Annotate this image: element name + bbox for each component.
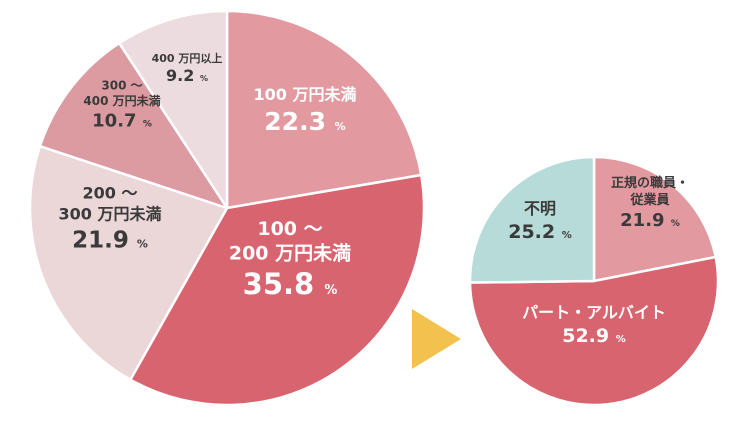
slice-label: 100 万円未満 (254, 85, 357, 104)
data-label: 35.8 % (243, 267, 338, 301)
slice-label-group: 300 〜400 万円未満 10.7 % (83, 78, 160, 131)
slice-label: 200 〜 (83, 184, 138, 203)
slice-label: 300 〜 (101, 78, 142, 92)
pie-slice (468, 155, 596, 284)
arrow-right-icon (412, 309, 461, 369)
slice-label: 従業員 (629, 192, 669, 208)
slice-label-group: 100 万円未満 22.3 % (254, 85, 357, 136)
slice-label: 300 万円未満 (59, 205, 162, 224)
slice-label: パート・アルバイト (522, 303, 666, 322)
data-label: 9.2 % (166, 66, 208, 85)
slice-label: 400 万円未満 (83, 93, 160, 108)
slice-label: 正規の職員・ (611, 175, 689, 191)
slice-label-group: 200 〜 300 万円未満 21.9 % (59, 184, 162, 254)
pie-slice (118, 9, 229, 210)
data-label: 25.2 % (508, 221, 572, 243)
data-label: 10.7 % (92, 111, 152, 132)
pie-slice (28, 144, 229, 381)
slice-label: 400 万円以上 (152, 51, 223, 65)
slice-label: 100 〜 (257, 218, 322, 240)
pie-slice (592, 155, 717, 283)
slice-label: 200 万円未満 (229, 242, 351, 265)
slice-label: 不明 (524, 199, 556, 218)
data-label: 52.9 % (562, 325, 626, 347)
data-label: 22.3 % (264, 107, 345, 136)
pie-slice (129, 173, 426, 407)
pie-slice (38, 41, 229, 210)
slice-label-group: 不明 25.2 % (508, 199, 572, 243)
pie-slice (225, 9, 423, 210)
pie-slice (468, 255, 720, 407)
slice-label-group: パート・アルバイト 52.9 % (522, 303, 666, 347)
data-label: 21.9 % (72, 227, 148, 253)
slice-label-group: 正規の職員・従業員 21.9 % (611, 175, 689, 231)
pie-chart-2: 正規の職員・従業員 21.9 % パート・アルバイト 52.9 % 不明 25.2 % (468, 155, 720, 407)
data-label: 21.9 % (620, 210, 680, 231)
